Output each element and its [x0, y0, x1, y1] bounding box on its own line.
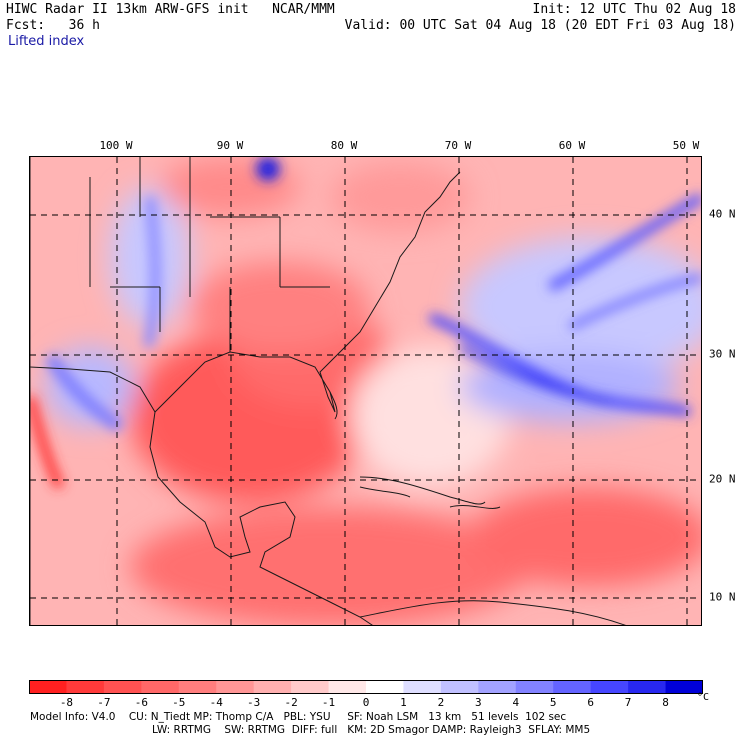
colorbar-tick-label: 8 [662, 696, 669, 709]
lat-label-10n: 10 N [709, 590, 736, 604]
colorbar-tick-label: -8 [59, 696, 74, 709]
colorbar-swatch [440, 680, 479, 694]
colorbar-tick-label: 2 [437, 696, 445, 709]
colorbar-swatch [328, 680, 367, 694]
colorbar-tick-label: -1 [321, 696, 336, 709]
colorbar-swatch [553, 680, 592, 694]
lon-label-70w: 70 W [444, 139, 472, 152]
lon-label-60w: 60 W [558, 139, 586, 152]
colorbar-tick-label: 3 [475, 696, 482, 709]
colorbar-swatch [291, 680, 330, 694]
instability-field [45, 157, 701, 625]
valid-time: Valid: 00 UTC Sat 04 Aug 18 (20 EDT Fri … [344, 18, 736, 33]
model-title: HIWC Radar II 13km ARW-GFS init NCAR/MMM [6, 2, 335, 17]
colorbar-tick-label: 0 [362, 696, 370, 709]
colorbar-tick-label: -2 [284, 696, 298, 709]
colorbar-swatch [66, 680, 105, 694]
colorbar-swatch [515, 680, 554, 694]
colorbar-swatch [141, 680, 180, 694]
colorbar-swatch [665, 680, 703, 694]
lat-label-30n: 30 N [709, 347, 736, 361]
lon-label-50w: 50 W [672, 139, 700, 152]
coastlines [30, 157, 626, 625]
map-canvas [30, 157, 701, 625]
colorbar-outline [29, 680, 703, 694]
colorbar-tick-label: 5 [549, 696, 557, 709]
latlon-grid [30, 157, 701, 625]
colorbar [29, 680, 703, 694]
colorbar-tick-label: -4 [209, 696, 223, 709]
colorbar-tick-label: -7 [97, 696, 111, 709]
colorbar-unit: °C [697, 692, 710, 703]
lat-label-20n: 20 N [709, 472, 736, 486]
colorbar-tick-label: 1 [400, 696, 407, 709]
colorbar-tick-label: -6 [134, 696, 148, 709]
variable-name: Lifted index [8, 34, 85, 49]
model-info-line2: LW: RRTMG SW: RRTMG DIFF: full KM: 2D Sm… [152, 724, 591, 736]
colorbar-swatch [403, 680, 442, 694]
colorbar-swatch [366, 680, 404, 694]
init-time: Init: 12 UTC Thu 02 Aug 18 [532, 2, 737, 17]
lat-label-40n: 40 N [709, 207, 736, 221]
colorbar-swatch [478, 680, 517, 694]
colorbar-tick-label: 6 [587, 696, 594, 709]
colorbar-swatch [628, 680, 667, 694]
stable-bands [30, 157, 701, 490]
colorbar-tick-label: 4 [512, 696, 520, 709]
lon-label-100w: 100 W [99, 139, 133, 152]
colorbar-tick-label: -3 [247, 696, 261, 709]
colorbar-swatch [216, 680, 255, 694]
colorbar-swatch [253, 680, 292, 694]
colorbar-swatch [590, 680, 629, 694]
model-info-line1: Model Info: V4.0 CU: N_Tiedt MP: Thomp C… [30, 711, 567, 723]
forecast-hour: Fcst: 36 h [6, 18, 100, 33]
colorbar-swatch [178, 680, 217, 694]
lifted-index-map [29, 156, 702, 626]
lon-label-80w: 80 W [330, 139, 358, 152]
colorbar-tick-label: 7 [624, 696, 632, 709]
colorbar-swatch [29, 680, 67, 694]
colorbar-swatch [103, 680, 142, 694]
lon-label-90w: 90 W [216, 139, 244, 152]
colorbar-tick-label: -5 [172, 696, 186, 709]
